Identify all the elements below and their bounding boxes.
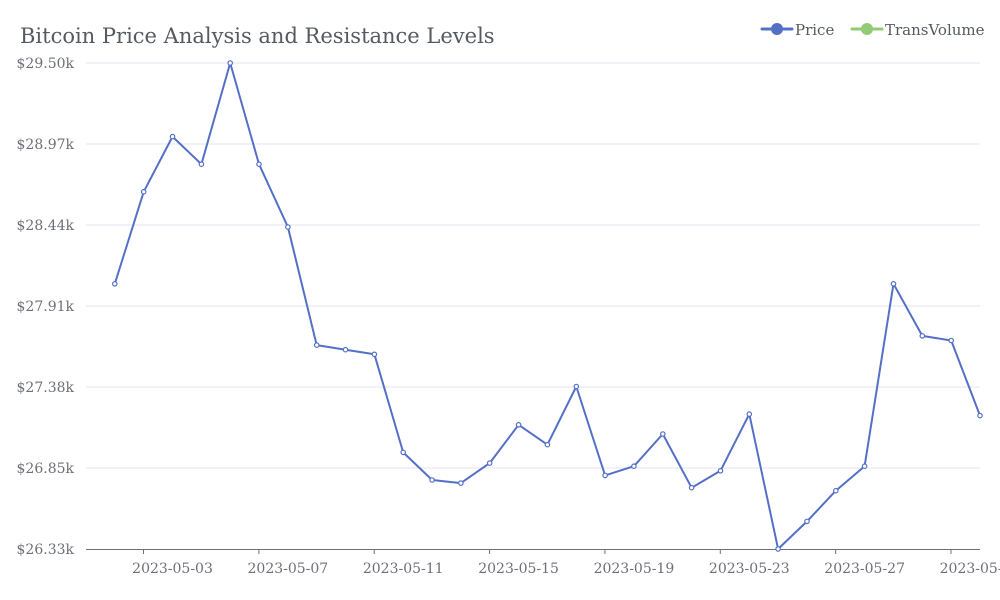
legend-label: TransVolume: [885, 21, 985, 39]
x-tick-label: 2023-05-07: [248, 561, 329, 577]
data-point: [919, 333, 926, 339]
data-point: [285, 224, 291, 230]
legend-marker: [771, 23, 783, 35]
data-point: [602, 472, 608, 479]
data-point: [429, 477, 435, 483]
data-point: [804, 518, 810, 525]
data-point: [573, 383, 580, 390]
data-point: [342, 346, 349, 353]
data-point: [861, 463, 868, 470]
data-point: [515, 421, 522, 428]
data-point: [227, 60, 234, 66]
data-point: [169, 133, 176, 140]
y-tick-label: $27.38k: [17, 380, 75, 396]
x-tick-label: 2023-05-11: [363, 561, 444, 577]
legend-marker: [861, 23, 873, 35]
y-tick-label: $26.33k: [17, 542, 75, 558]
data-point: [198, 161, 205, 168]
y-tick-label: $29.50k: [17, 56, 75, 72]
data-point: [832, 487, 839, 494]
data-point: [717, 467, 724, 474]
data-point: [256, 161, 262, 168]
series-layer: [112, 60, 983, 552]
data-point: [400, 449, 407, 456]
data-point: [775, 546, 781, 552]
legend: Price TransVolume: [760, 21, 985, 39]
x-tick-label: 2023-05-15: [478, 561, 559, 577]
grid-lines: [86, 62, 980, 469]
data-point: [631, 463, 637, 470]
data-point: [112, 280, 118, 287]
y-tick-label: $27.91k: [17, 299, 75, 315]
data-point: [458, 480, 464, 486]
data-point: [544, 441, 551, 448]
data-point: [313, 342, 320, 348]
x-tick-label: 2023-05-23: [709, 561, 790, 577]
legend-item-transvolume: TransVolume: [850, 21, 985, 39]
x-tick-label: 2023-05-03: [132, 561, 213, 577]
data-point: [371, 351, 378, 358]
data-point: [977, 412, 983, 419]
data-point: [746, 411, 753, 417]
legend-item-price: Price: [760, 21, 834, 39]
chart-title: Bitcoin Price Analysis and Resistance Le…: [20, 24, 495, 48]
data-point: [140, 189, 147, 195]
data-point: [486, 460, 493, 466]
data-point: [948, 337, 955, 344]
y-tick-label: $28.97k: [17, 137, 75, 153]
data-point: [688, 484, 695, 491]
x-tick-label: 2023-05-19: [594, 561, 675, 577]
y-tick-label: $28.44k: [17, 218, 75, 234]
x-tick-label: 2023-05-27: [824, 561, 905, 577]
data-point: [890, 280, 897, 287]
x-tick-label: 2023-05-31: [940, 561, 1000, 577]
x-axis: 2023-05-03 2023-05-07 2023-05-11 2023-05-15…: [86, 549, 1000, 577]
y-axis: $26.33k $26.85k $27.38k $27.91k $28.44k $28.9…: [17, 56, 75, 558]
y-tick-label: $26.85k: [17, 461, 75, 477]
data-point: [659, 431, 666, 437]
legend-label: Price: [795, 21, 834, 39]
